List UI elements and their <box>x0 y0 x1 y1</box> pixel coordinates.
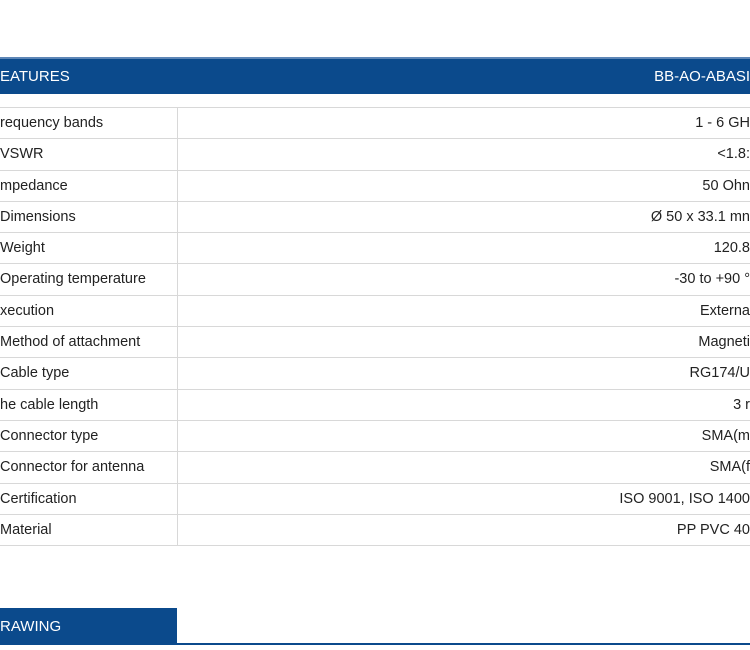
row-label: Method of attachment <box>0 334 141 351</box>
column-divider <box>177 264 178 295</box>
table-row: Weight 120.8 <box>0 233 750 265</box>
column-divider <box>177 170 178 201</box>
row-value: Ø 50 x 33.1 mn <box>650 208 750 225</box>
table-row: Connector type SMA(m <box>0 420 750 453</box>
column-divider <box>177 483 178 514</box>
table-row: requency bands 1 - 6 GH <box>0 108 750 140</box>
column-divider <box>177 389 178 420</box>
features-header: EATURES BB-AO-ABASI <box>0 57 750 94</box>
row-label: Operating temperature <box>0 271 146 288</box>
table-row: VSWR <1.8: <box>0 139 750 171</box>
row-value: PP PVC 40 <box>676 521 750 538</box>
row-label: Material <box>0 521 52 538</box>
row-label: Connector for antenna <box>0 459 145 476</box>
table-row: Cable type RG174/U <box>0 358 750 390</box>
column-divider <box>177 420 178 452</box>
row-value: -30 to +90 ° <box>674 271 750 288</box>
table-row: Connector for antenna SMA(f <box>0 452 750 484</box>
row-label: mpedance <box>0 177 68 194</box>
drawing-tab-label: RAWING <box>0 618 62 635</box>
row-value: RG174/U <box>689 365 750 382</box>
table-row: Operating temperature -30 to +90 ° <box>0 264 750 296</box>
drawing-tab[interactable]: RAWING <box>0 608 177 644</box>
column-divider <box>177 452 178 483</box>
column-divider <box>177 108 178 139</box>
table-row: Dimensions Ø 50 x 33.1 mn <box>0 201 750 234</box>
row-value: Externa <box>700 302 750 319</box>
row-label: Connector type <box>0 427 99 444</box>
features-table: requency bands 1 - 6 GH VSWR <1.8: mpedance 5… <box>0 107 750 547</box>
row-label: xecution <box>0 302 55 319</box>
row-label: Dimensions <box>0 208 76 225</box>
features-title: EATURES <box>0 68 70 85</box>
column-divider <box>177 514 178 546</box>
column-divider <box>177 327 178 358</box>
row-value: 50 Ohn <box>702 177 750 194</box>
column-divider <box>177 358 178 389</box>
row-value: SMA(f <box>709 459 750 476</box>
column-divider <box>177 139 178 170</box>
row-label: Certification <box>0 490 77 507</box>
row-value: <1.8: <box>717 146 750 163</box>
table-row: xecution Externa <box>0 295 750 328</box>
table-row: mpedance 50 Ohn <box>0 170 750 202</box>
row-label: requency bands <box>0 115 104 131</box>
row-value: ISO 9001, ISO 1400 <box>619 490 750 507</box>
row-label: Weight <box>0 240 45 257</box>
column-divider <box>177 295 178 327</box>
row-value: SMA(m <box>701 427 750 444</box>
row-value: 3 r <box>733 396 750 413</box>
column-divider <box>177 233 178 264</box>
drawing-divider <box>0 643 750 645</box>
model-name: BB-AO-ABASI <box>654 68 750 85</box>
table-row: Method of attachment Magneti <box>0 327 750 359</box>
row-label: Cable type <box>0 365 70 382</box>
column-divider <box>177 201 178 233</box>
table-row: he cable length 3 r <box>0 389 750 421</box>
row-label: VSWR <box>0 146 44 163</box>
row-value: Magneti <box>698 334 750 351</box>
row-value: 120.8 <box>713 240 750 257</box>
table-row: Material PP PVC 40 <box>0 514 750 547</box>
row-label: he cable length <box>0 396 99 413</box>
table-row: Certification ISO 9001, ISO 1400 <box>0 483 750 515</box>
row-value: 1 - 6 GH <box>695 115 750 131</box>
